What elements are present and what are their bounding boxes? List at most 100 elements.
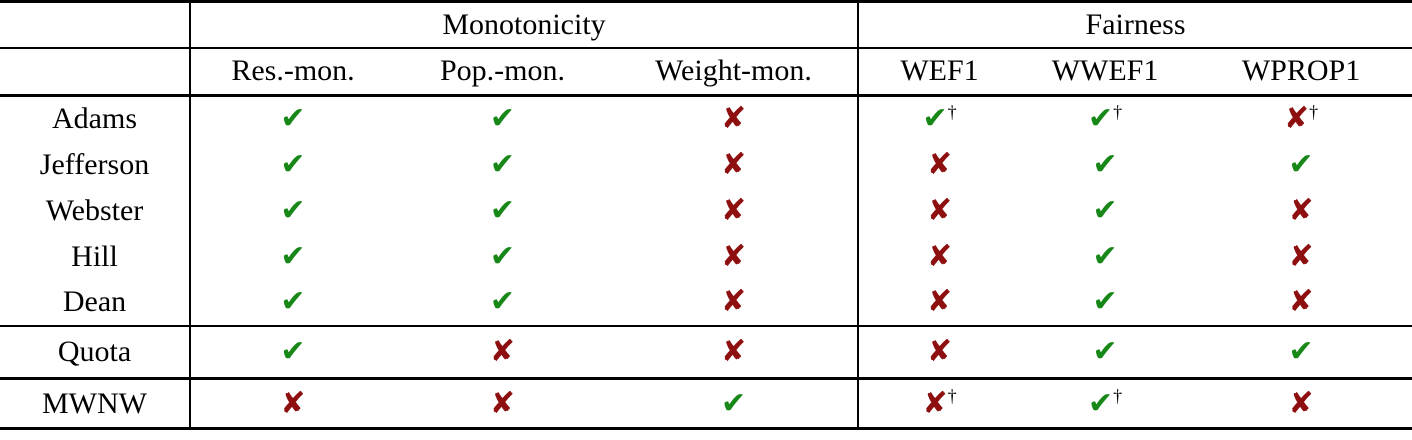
cross-icon: ✘ <box>489 385 516 421</box>
cross-icon: ✘ <box>280 385 306 421</box>
table-row-mwnw: MWNW ✘ ✘ ✔ ✘† ✔† ✘ <box>0 378 1412 429</box>
column-header-row: Res.-mon. Pop.-mon. Weight-mon. WEF1 WWE… <box>0 47 1412 96</box>
cross-cell: ✘ <box>610 142 858 188</box>
cross-cell: ✘ <box>857 141 1021 188</box>
cross-cell: ✘ <box>189 378 395 429</box>
check-cell: ✔ <box>1190 142 1412 188</box>
check-icon: ✔ <box>720 385 747 421</box>
table-body: Adams ✔ ✔ ✘ ✔† ✔† ✘† Jefferson ✔ ✔ ✘ ✘ ✔ ✔ Webster ✔ ✔ ✘ ✘… <box>0 95 1412 429</box>
check-icon: ✔ <box>280 192 306 228</box>
dagger-icon: † <box>1113 101 1123 122</box>
cross-cell: ✘ <box>610 280 858 326</box>
dagger-icon: † <box>1113 386 1123 407</box>
check-cell: ✔ <box>395 142 610 188</box>
cross-cell: ✘ <box>857 187 1021 234</box>
check-icon: ✔ <box>280 284 306 319</box>
check-cell: ✔ <box>189 325 395 379</box>
cross-cell: ✘ <box>610 234 858 280</box>
check-cell: ✔ <box>189 187 395 234</box>
check-icon: ✔ <box>280 333 306 369</box>
dagger-icon: † <box>1309 101 1319 122</box>
check-cell: ✔ <box>1020 234 1190 280</box>
corner-cell <box>0 2 190 48</box>
check-cell: ✔ <box>395 280 610 326</box>
properties-table: Monotonicity Fairness Res.-mon. Pop.-mon… <box>0 0 1412 430</box>
check-cell: ✔† <box>857 95 1021 142</box>
cross-cell: ✘ <box>610 96 858 142</box>
cross-icon: ✘ <box>1288 284 1314 319</box>
check-icon: ✔ <box>1092 238 1118 274</box>
column-header-wef1: WEF1 <box>857 47 1021 96</box>
cross-cell: ✘ <box>610 188 858 234</box>
check-icon: ✔ <box>1092 333 1118 369</box>
cross-cell: ✘ <box>1190 234 1412 280</box>
check-cell: ✔ <box>610 379 858 429</box>
table-row-webster: Webster ✔ ✔ ✘ ✘ ✔ ✘ <box>0 187 1412 234</box>
cross-icon: ✘ <box>926 192 953 228</box>
check-icon: ✔ <box>489 238 516 274</box>
cross-cell: ✘ <box>857 325 1021 379</box>
cross-cell: ✘ <box>1190 188 1412 234</box>
dagger-icon: † <box>947 101 957 122</box>
check-icon: ✔ <box>1288 333 1314 369</box>
table-row-adams: Adams ✔ ✔ ✘ ✔† ✔† ✘† <box>0 95 1412 142</box>
cross-icon: ✘ <box>926 238 953 274</box>
check-icon: ✔ <box>1092 146 1118 182</box>
table-row-quota: Quota ✔ ✘ ✘ ✘ ✔ ✔ <box>0 325 1412 379</box>
cross-cell: ✘ <box>395 379 610 429</box>
cross-icon: ✘ <box>926 284 953 319</box>
check-cell: ✔† <box>1020 96 1190 142</box>
cross-icon: ✘ <box>489 333 516 369</box>
table-row-hill: Hill ✔ ✔ ✘ ✘ ✔ ✘ <box>0 233 1412 280</box>
table-header: Monotonicity Fairness Res.-mon. Pop.-mon… <box>0 1 1412 96</box>
cross-cell: ✘ <box>1190 379 1412 429</box>
row-label: Webster <box>45 193 144 227</box>
column-header-wwef1: WWEF1 <box>1051 54 1159 88</box>
check-icon: ✔ <box>1087 385 1114 421</box>
column-header-wprop1: WPROP1 <box>1241 54 1361 88</box>
check-icon: ✔ <box>922 101 948 137</box>
cross-cell: ✘† <box>857 378 1021 429</box>
check-icon: ✔ <box>489 146 516 182</box>
cross-icon: ✘ <box>926 146 953 182</box>
check-cell: ✔ <box>189 141 395 188</box>
cross-icon: ✘ <box>1288 192 1314 228</box>
group-header-row: Monotonicity Fairness <box>0 1 1412 48</box>
cross-icon: ✘ <box>720 192 747 228</box>
row-label: Hill <box>71 239 118 273</box>
row-label: Quota <box>57 334 132 368</box>
cross-icon: ✘ <box>720 284 747 319</box>
dagger-icon: † <box>947 386 957 407</box>
cross-cell: ✘ <box>610 326 858 379</box>
row-label: Jefferson <box>39 147 150 181</box>
cross-icon: ✘ <box>720 146 747 182</box>
table-row-jefferson: Jefferson ✔ ✔ ✘ ✘ ✔ ✔ <box>0 141 1412 188</box>
group-header-fairness: Fairness <box>857 1 1412 48</box>
check-cell: ✔ <box>395 234 610 280</box>
check-cell: ✔ <box>395 188 610 234</box>
check-cell: ✔ <box>1020 188 1190 234</box>
cross-icon: ✘ <box>926 333 953 369</box>
check-icon: ✔ <box>489 284 516 319</box>
column-header-weight-mon: Weight-mon. <box>655 54 812 88</box>
cross-cell: ✘ <box>395 326 610 379</box>
check-cell: ✔ <box>1190 326 1412 379</box>
cross-icon: ✘ <box>720 333 747 369</box>
check-cell: ✔ <box>189 233 395 280</box>
group-header-monotonicity: Monotonicity <box>188 1 859 48</box>
corner-cell-2 <box>0 48 190 96</box>
check-cell: ✔ <box>1020 326 1190 379</box>
check-cell: ✔† <box>1020 379 1190 429</box>
cross-icon: ✘ <box>1283 101 1310 137</box>
check-cell: ✔ <box>1020 142 1190 188</box>
check-icon: ✔ <box>1092 192 1118 228</box>
check-cell: ✔ <box>1020 280 1190 326</box>
cross-icon: ✘ <box>720 101 747 137</box>
table-row-dean: Dean ✔ ✔ ✘ ✘ ✔ ✘ <box>0 279 1412 326</box>
check-icon: ✔ <box>1092 284 1118 319</box>
row-label: Adams <box>52 102 137 136</box>
check-icon: ✔ <box>489 192 516 228</box>
row-label: Dean <box>62 285 127 318</box>
cross-cell: ✘ <box>857 233 1021 280</box>
